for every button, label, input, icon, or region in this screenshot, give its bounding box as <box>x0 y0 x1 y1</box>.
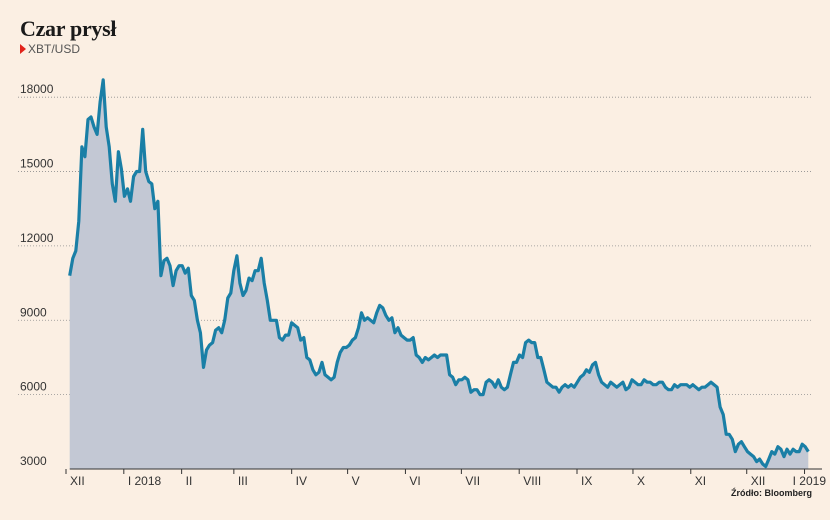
x-tick-label: X <box>637 474 645 488</box>
y-tick-label: 15000 <box>20 157 54 171</box>
x-tick-label: IV <box>296 474 307 488</box>
x-tick-label: VIII <box>523 474 541 488</box>
y-tick-label: 18000 <box>20 82 54 96</box>
x-tick-label: VII <box>465 474 480 488</box>
red-triangle-icon <box>20 44 26 54</box>
y-tick-label: 12000 <box>20 231 54 245</box>
price-area <box>69 79 809 470</box>
price-line <box>68 78 810 469</box>
series-legend: XBT/USD <box>20 42 80 56</box>
x-tick-label: II <box>186 474 193 488</box>
y-axis-labels: 3000 6000 9000 12000 15000 18000 <box>20 82 54 468</box>
y-tick-label: 9000 <box>20 305 47 319</box>
x-tick-label: III <box>238 474 248 488</box>
x-tick-label: I 2019 <box>793 474 827 488</box>
x-tick-label: XII <box>751 474 766 488</box>
x-tick-label: VI <box>409 474 420 488</box>
x-tick-label: IX <box>581 474 592 488</box>
x-tick-label: V <box>352 474 360 488</box>
series-name: XBT/USD <box>28 42 81 56</box>
x-tick-label: I 2018 <box>128 474 162 488</box>
x-tick-label: XI <box>695 474 706 488</box>
x-tick-label: XII <box>70 474 85 488</box>
chart-title: Czar prysł <box>20 16 117 41</box>
y-tick-label: 6000 <box>20 380 47 394</box>
y-tick-label: 3000 <box>20 454 47 468</box>
x-axis-labels: XII I 2018 II III IV V VI VII VIII IX X XI XII I 2019 <box>65 469 827 488</box>
source-note: Źródło: Bloomberg <box>731 488 812 498</box>
